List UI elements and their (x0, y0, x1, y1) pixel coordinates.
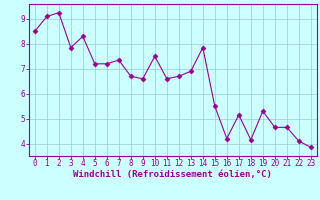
X-axis label: Windchill (Refroidissement éolien,°C): Windchill (Refroidissement éolien,°C) (73, 170, 272, 179)
